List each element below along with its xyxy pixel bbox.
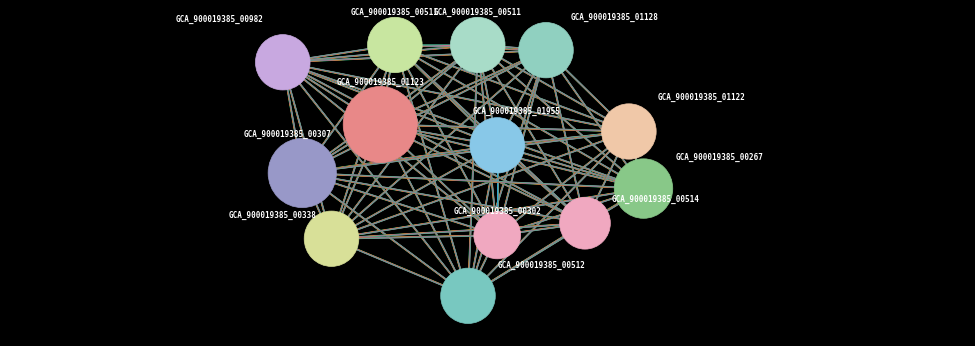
Text: GCA_900019385_00982: GCA_900019385_00982 [176, 15, 263, 24]
Text: GCA_900019385_01123: GCA_900019385_01123 [336, 78, 424, 87]
Text: GCA_900019385_01955: GCA_900019385_01955 [473, 107, 561, 116]
Ellipse shape [343, 86, 417, 163]
Text: GCA_900019385_00302: GCA_900019385_00302 [453, 207, 541, 216]
Ellipse shape [304, 211, 359, 266]
Text: GCA_900019385_00307: GCA_900019385_00307 [244, 130, 332, 139]
Ellipse shape [450, 17, 505, 73]
Ellipse shape [602, 104, 656, 159]
Text: GCA_900019385_01128: GCA_900019385_01128 [570, 13, 658, 22]
Text: GCA_900019385_00511: GCA_900019385_00511 [434, 8, 522, 17]
Ellipse shape [614, 159, 673, 218]
Ellipse shape [441, 268, 495, 324]
Text: GCA_900019385_00338: GCA_900019385_00338 [229, 211, 317, 220]
Text: GCA_900019385_00267: GCA_900019385_00267 [676, 153, 763, 162]
Ellipse shape [470, 118, 525, 173]
Ellipse shape [519, 22, 573, 78]
Ellipse shape [560, 197, 610, 249]
Ellipse shape [474, 212, 521, 259]
Ellipse shape [255, 35, 310, 90]
Ellipse shape [368, 17, 422, 73]
Text: GCA_900019385_00511: GCA_900019385_00511 [351, 8, 439, 17]
Text: GCA_900019385_01122: GCA_900019385_01122 [658, 93, 746, 102]
Text: GCA_900019385_00512: GCA_900019385_00512 [497, 261, 585, 270]
Ellipse shape [268, 138, 336, 208]
Text: GCA_900019385_00514: GCA_900019385_00514 [611, 194, 699, 203]
